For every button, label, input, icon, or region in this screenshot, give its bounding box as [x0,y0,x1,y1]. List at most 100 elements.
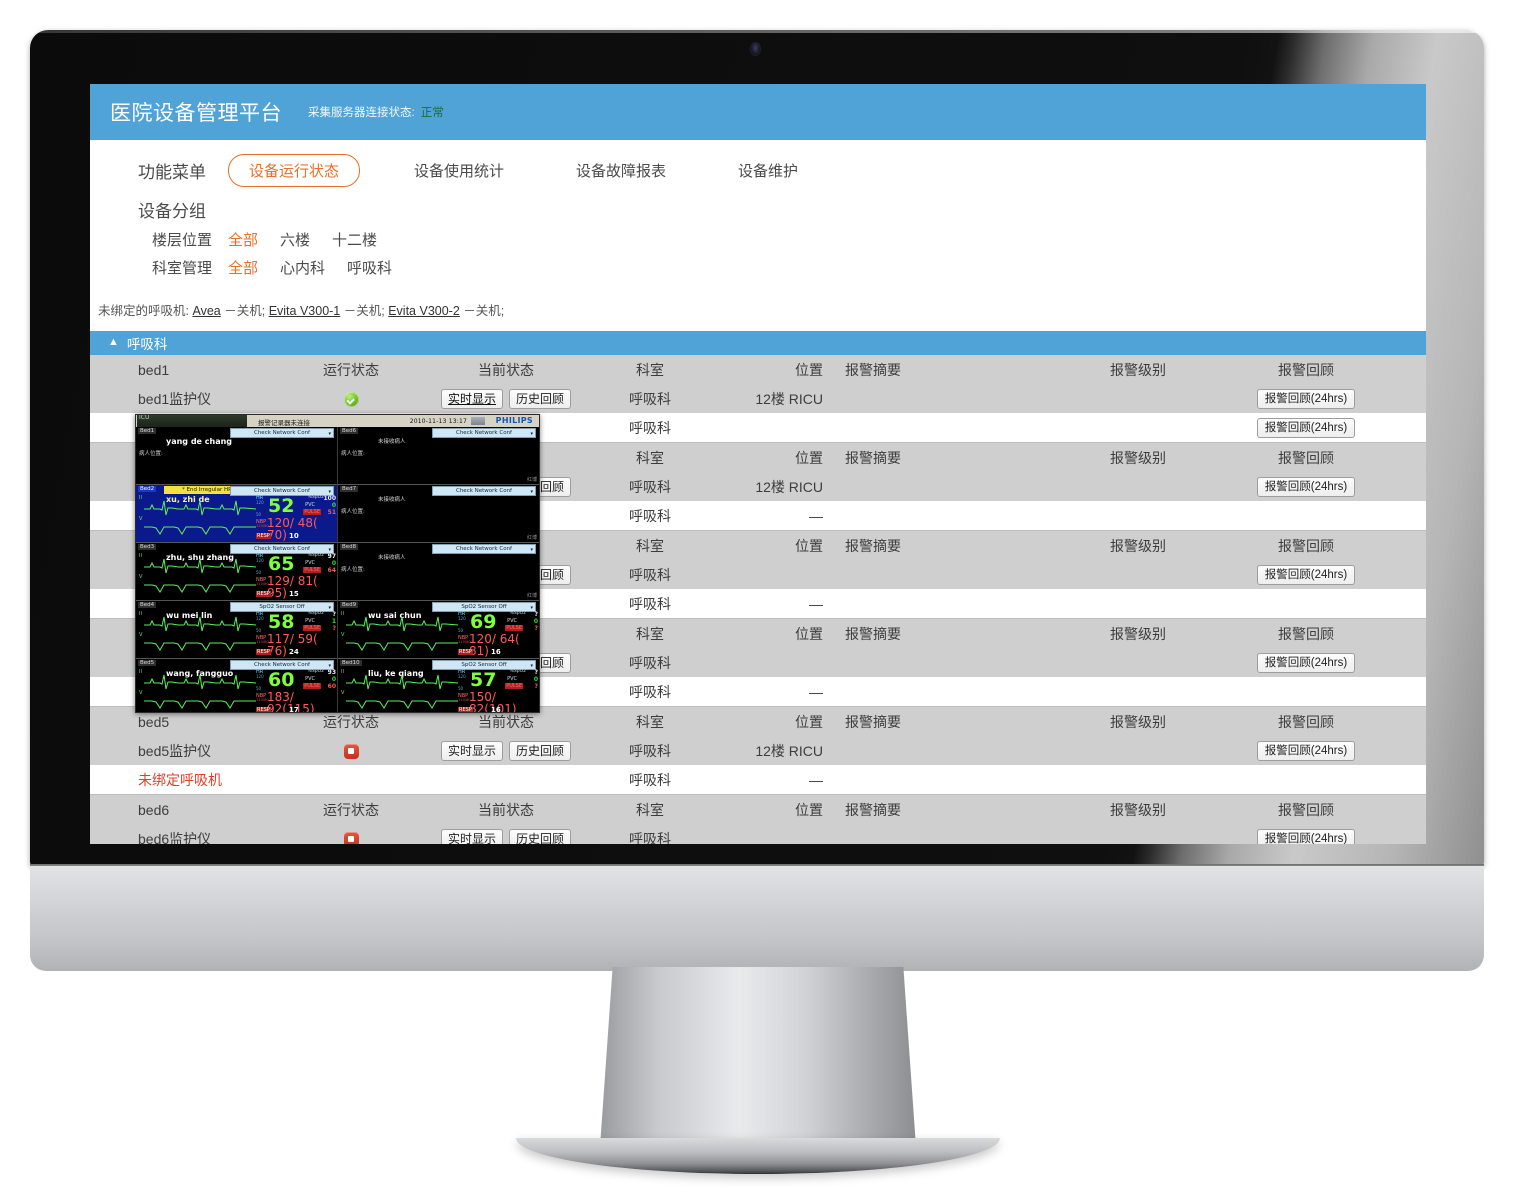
ecg-lead-label: II [341,669,344,675]
unbound-device-evita-v300-2[interactable]: Evita V300-2 [388,304,460,318]
pvc-value: 0 [331,502,336,509]
philips-bed-tile[interactable]: Bed5 Check Network Conf ▾ wang, fangguo II V H… [136,659,337,712]
column-header-alarm-summary: 报警摘要 [845,361,901,378]
network-conf-dropdown[interactable]: SpO2 Sensor Off ▾ [230,602,334,612]
network-conf-dropdown[interactable]: SpO2 Sensor Off ▾ [432,660,536,670]
pulse-label: PULSE [303,567,321,573]
network-conf-dropdown[interactable]: Check Network Conf ▾ [230,544,334,554]
philips-bed-tile[interactable]: Bed1 Check Network Conf ▾ yang de chang 病人位置… [136,427,337,485]
philips-bed-tile[interactable]: Bed3 Check Network Conf ▾ zhu, shu zhang II V… [136,543,337,601]
chevron-down-icon[interactable]: ▾ [328,431,331,437]
chevron-down-icon[interactable]: ▾ [328,489,331,495]
filter-floor-12f[interactable]: 十二楼 [332,232,378,249]
spo2-label: %SpO2 [307,611,324,616]
alarm-review-24hrs-button[interactable]: 报警回顾(24hrs) [1256,388,1356,409]
ventilator-dept: 呼吸科 [629,595,671,612]
philips-bed-tile[interactable]: Bed7 Check Network Conf ▾ 未接收病人 病人位置: 红博 [338,485,539,543]
column-header-alarm-summary: 报警摘要 [845,537,901,554]
resp-label: RESP [458,649,473,655]
column-header-run-state: 运行状态 [323,801,379,818]
network-conf-dropdown[interactable]: SpO2 Sensor Off ▾ [432,602,536,612]
alarm-review-24hrs-button[interactable]: 报警回顾(24hrs) [1256,828,1356,844]
ecg-lead-label: II [139,611,142,617]
history-review-button[interactable]: 历史回顾 [509,740,572,761]
alarm-review-24hrs-button[interactable]: 报警回顾(24hrs) [1256,652,1356,673]
patient-name: wu sai chun [368,611,422,620]
filter-label-dept: 科室管理 [152,260,213,277]
network-conf-dropdown[interactable]: Check Network Conf ▾ [230,428,334,438]
philips-bed-tile[interactable]: Bed8 Check Network Conf ▾ 未接收病人 病人位置: 红博 [338,543,539,601]
no-patient-label: 未接收病人 [378,497,406,503]
patient-name: wang, fangguo [166,669,234,678]
history-review-button[interactable]: 历史回顾 [509,828,572,844]
chevron-up-icon[interactable]: ▲ [108,336,119,348]
alarm-review-24hrs-button[interactable]: 报警回顾(24hrs) [1256,564,1356,585]
ecg-waveform [144,642,256,651]
network-conf-dropdown[interactable]: Check Network Conf ▾ [432,428,536,438]
tab-device-run-state[interactable]: 设备运行状态 [228,154,361,187]
philips-bed-tile[interactable]: Bed9 SpO2 Sensor Off ▾ wu sai chun II V HR 120 5… [338,601,539,659]
philips-bed-tile[interactable]: Bed2 * End Irregular HR Check Network Conf… [136,485,337,543]
alarm-review-24hrs-button[interactable]: 报警回顾(24hrs) [1256,417,1356,438]
nbp-label: NBP [256,635,267,641]
filter-dept-respiratory[interactable]: 呼吸科 [347,260,393,277]
patient-location-label: 病人位置: [139,451,163,457]
philips-bed-tile[interactable]: Bed10 SpO2 Sensor Off ▾ liu, ke qiang II V HR 1… [338,659,539,712]
realtime-display-button[interactable]: 实时显示 [440,740,503,761]
ventilator-dept: 呼吸科 [629,507,671,524]
device-name: bed5监护仪 [138,742,212,759]
philips-central-station-overlay[interactable]: ICU 报警记录器未连接 2010-11-13 13:17 PHILIPS Be… [135,414,540,713]
column-header-location: 位置 [795,801,823,818]
network-conf-dropdown[interactable]: Check Network Conf ▾ [230,486,334,496]
network-conf-dropdown[interactable]: Check Network Conf ▾ [230,660,334,670]
network-conf-dropdown[interactable]: Check Network Conf ▾ [432,544,536,554]
chevron-down-icon[interactable]: ▾ [328,547,331,553]
philips-bed-tile[interactable]: Bed6 Check Network Conf ▾ 未接收病人 病人位置: 红博 [338,427,539,485]
monitor-chin [30,866,1484,971]
table-row-monitor: bed6监护仪 实时显示 历史回顾 呼吸科 报警回顾(24hrs) [90,824,1426,844]
vitals-panel: HR 120 50 57 %SpO2? PVC 0 PULSE? NBP 110/80 150/ 8… [458,669,538,712]
pvc-value: 0 [331,560,336,567]
realtime-display-button[interactable]: 实时显示 [440,388,503,409]
unbound-device-avea[interactable]: Avea [192,304,221,318]
monitor-stand-foot [516,1138,1000,1174]
tab-device-maintenance[interactable]: 设备维护 [738,163,799,180]
tab-device-usage-stats[interactable]: 设备使用统计 [414,163,505,180]
chevron-down-icon[interactable]: ▾ [530,547,533,553]
alarm-review-24hrs-button[interactable]: 报警回顾(24hrs) [1256,476,1356,497]
ecg-waveform [144,526,256,535]
device-location: 12楼 RICU [755,742,823,759]
column-header-dept: 科室 [636,361,664,378]
hr-lower-limit: 50 [256,686,262,691]
unbound-device-evita-v300-1[interactable]: Evita V300-1 [268,304,341,318]
chevron-down-icon[interactable]: ▾ [530,431,533,437]
history-review-button[interactable]: 历史回顾 [509,388,572,409]
section-header-respiratory[interactable]: ▲ 呼吸科 [90,331,1426,355]
chevron-down-icon[interactable]: ▾ [328,605,331,611]
chevron-down-icon[interactable]: ▾ [530,605,533,611]
filter-floor-all[interactable]: 全部 [228,232,259,249]
filter-dept-all[interactable]: 全部 [228,260,259,277]
filter-dept-cardiology[interactable]: 心内科 [280,260,326,277]
unbound-prefix: 未绑定的呼吸机: [98,304,189,318]
column-header-dept: 科室 [636,449,664,466]
column-header-alarm-summary: 报警摘要 [845,801,901,818]
chevron-down-icon[interactable]: ▾ [328,663,331,669]
spo2-label: %SpO2 [509,669,526,674]
chevron-down-icon[interactable]: ▾ [530,489,533,495]
chevron-down-icon[interactable]: ▾ [530,663,533,669]
hr-lower-limit: 50 [256,512,262,517]
filter-floor-6f[interactable]: 六楼 [280,232,311,249]
philips-bed-tile[interactable]: Bed4 SpO2 Sensor Off ▾ wu mei lin II V HR 120 50… [136,601,337,659]
tab-device-fault-report[interactable]: 设备故障报表 [576,163,667,180]
network-conf-dropdown[interactable]: Check Network Conf ▾ [432,486,536,496]
no-patient-label: 未接收病人 [378,439,406,445]
ecg-waveform [144,674,256,690]
ecg-lead-label: II [139,553,142,559]
alarm-review-24hrs-button[interactable]: 报警回顾(24hrs) [1256,740,1356,761]
current-state-cell: 实时显示历史回顾 [417,828,595,844]
current-state-cell: 实时显示历史回顾 [417,388,595,409]
device-name: bed1监护仪 [138,390,212,407]
realtime-display-button[interactable]: 实时显示 [440,828,503,844]
philips-column-left: Bed1 Check Network Conf ▾ yang de chang 病人位置… [136,427,338,712]
